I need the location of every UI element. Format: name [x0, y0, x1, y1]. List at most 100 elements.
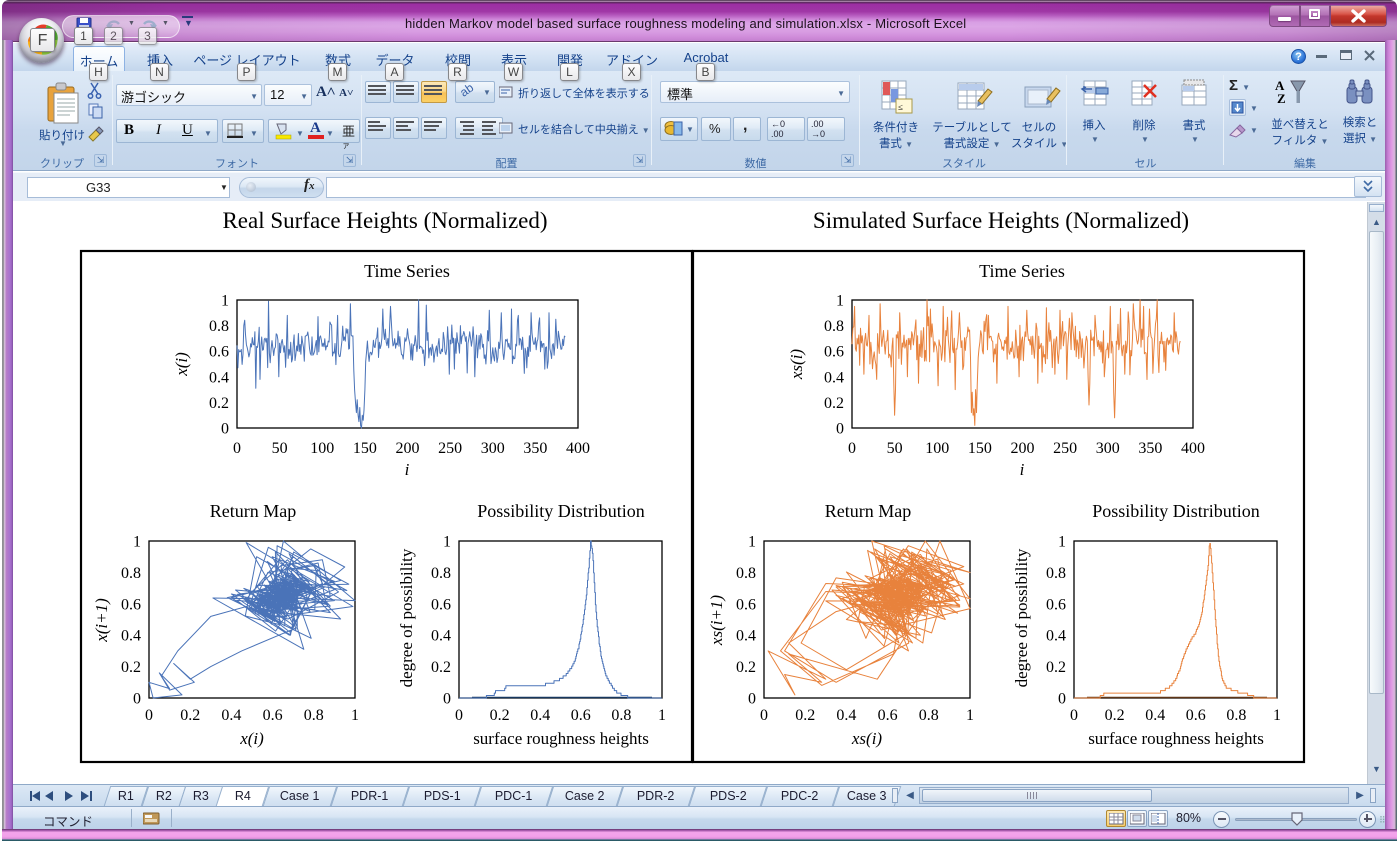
svg-text:xs(i+1): xs(i+1): [707, 595, 726, 647]
svg-text:0.6: 0.6: [209, 344, 229, 361]
svg-text:0.2: 0.2: [1105, 707, 1125, 724]
svg-text:350: 350: [1138, 440, 1162, 457]
svg-text:Time Series: Time Series: [364, 261, 450, 281]
svg-text:0.8: 0.8: [304, 707, 324, 724]
svg-text:0.4: 0.4: [736, 628, 756, 645]
svg-text:Return Map: Return Map: [825, 501, 911, 521]
svg-text:0.2: 0.2: [431, 659, 451, 676]
svg-text:x(i): x(i): [172, 352, 191, 377]
svg-text:1: 1: [836, 293, 844, 310]
svg-text:0: 0: [443, 691, 451, 708]
svg-text:0: 0: [1070, 707, 1078, 724]
svg-text:250: 250: [1053, 440, 1077, 457]
svg-text:400: 400: [566, 440, 590, 457]
svg-text:50: 50: [272, 440, 288, 457]
svg-text:0: 0: [455, 707, 463, 724]
svg-text:0.4: 0.4: [1046, 628, 1066, 645]
svg-text:0.8: 0.8: [1226, 707, 1246, 724]
svg-text:0: 0: [836, 421, 844, 438]
svg-text:0.4: 0.4: [1145, 707, 1165, 724]
svg-text:0.6: 0.6: [1046, 596, 1066, 613]
svg-text:1: 1: [133, 534, 141, 551]
svg-text:A: A: [1275, 78, 1285, 93]
svg-text:0.4: 0.4: [530, 707, 550, 724]
svg-text:0: 0: [760, 707, 768, 724]
svg-text:xs(i): xs(i): [787, 349, 806, 381]
svg-text:0: 0: [145, 707, 153, 724]
svg-text:i: i: [1020, 460, 1025, 479]
svg-text:Possibility Distribution: Possibility Distribution: [477, 501, 645, 521]
svg-text:1: 1: [748, 534, 756, 551]
svg-text:Simulated Surface Heights (Nor: Simulated Surface Heights (Normalized): [813, 208, 1189, 233]
svg-text:150: 150: [353, 440, 377, 457]
svg-text:0: 0: [748, 691, 756, 708]
svg-text:250: 250: [438, 440, 462, 457]
svg-text:300: 300: [1096, 440, 1120, 457]
svg-text:1: 1: [221, 293, 229, 310]
svg-text:0.4: 0.4: [836, 707, 856, 724]
svg-text:≤: ≤: [898, 102, 903, 112]
svg-text:0.6: 0.6: [121, 596, 141, 613]
svg-text:0.6: 0.6: [263, 707, 283, 724]
svg-text:100: 100: [925, 440, 949, 457]
svg-text:degree of possibility: degree of possibility: [397, 548, 416, 687]
svg-text:0.4: 0.4: [824, 369, 844, 386]
svg-text:0.4: 0.4: [221, 707, 241, 724]
svg-text:1: 1: [658, 707, 666, 724]
svg-text:150: 150: [968, 440, 992, 457]
svg-text:0.2: 0.2: [121, 659, 141, 676]
svg-text:0.2: 0.2: [209, 395, 229, 412]
svg-text:0: 0: [1058, 691, 1066, 708]
svg-text:0.8: 0.8: [824, 318, 844, 335]
svg-text:Time Series: Time Series: [979, 261, 1065, 281]
svg-text:Real Surface Heights (Normaliz: Real Surface Heights (Normalized): [222, 208, 547, 233]
svg-text:0.6: 0.6: [824, 344, 844, 361]
svg-text:0.6: 0.6: [1186, 707, 1206, 724]
svg-text:1: 1: [966, 707, 974, 724]
svg-text:0: 0: [848, 440, 856, 457]
svg-text:0.2: 0.2: [490, 707, 510, 724]
svg-text:0.4: 0.4: [121, 628, 141, 645]
svg-text:xs(i): xs(i): [851, 729, 883, 748]
svg-text:surface roughness heights: surface roughness heights: [473, 729, 649, 748]
svg-text:0.8: 0.8: [611, 707, 631, 724]
svg-text:0.8: 0.8: [919, 707, 939, 724]
svg-text:0.4: 0.4: [209, 369, 229, 386]
svg-text:100: 100: [310, 440, 334, 457]
svg-text:0.8: 0.8: [1046, 565, 1066, 582]
svg-text:0.4: 0.4: [431, 628, 451, 645]
svg-text:x(i): x(i): [239, 729, 264, 748]
svg-text:0.6: 0.6: [571, 707, 591, 724]
svg-text:Z: Z: [1277, 91, 1286, 106]
svg-text:1: 1: [351, 707, 359, 724]
svg-text:Return Map: Return Map: [210, 501, 296, 521]
svg-text:x(i+1): x(i+1): [92, 598, 111, 643]
svg-text:0: 0: [221, 421, 229, 438]
svg-text:200: 200: [1011, 440, 1035, 457]
svg-text:0.6: 0.6: [736, 596, 756, 613]
svg-text:400: 400: [1181, 440, 1205, 457]
svg-text:0.8: 0.8: [121, 565, 141, 582]
svg-text:0.6: 0.6: [878, 707, 898, 724]
svg-text:0: 0: [133, 691, 141, 708]
svg-text:50: 50: [887, 440, 903, 457]
svg-text:1: 1: [1273, 707, 1281, 724]
svg-text:surface roughness heights: surface roughness heights: [1088, 729, 1264, 748]
svg-text:0.2: 0.2: [1046, 659, 1066, 676]
svg-text:degree of possibility: degree of possibility: [1012, 548, 1031, 687]
svg-text:0: 0: [233, 440, 241, 457]
svg-text:0.2: 0.2: [736, 659, 756, 676]
svg-text:1: 1: [443, 534, 451, 551]
svg-text:200: 200: [396, 440, 420, 457]
svg-text:0.2: 0.2: [795, 707, 815, 724]
svg-text:0.2: 0.2: [824, 395, 844, 412]
svg-text:300: 300: [481, 440, 505, 457]
svg-text:i: i: [405, 460, 410, 479]
svg-text:0.8: 0.8: [736, 565, 756, 582]
svg-text:0.8: 0.8: [209, 318, 229, 335]
svg-text:Possibility Distribution: Possibility Distribution: [1092, 501, 1260, 521]
svg-text:1: 1: [1058, 534, 1066, 551]
svg-text:350: 350: [523, 440, 547, 457]
svg-text:0.6: 0.6: [431, 596, 451, 613]
svg-text:0.2: 0.2: [180, 707, 200, 724]
